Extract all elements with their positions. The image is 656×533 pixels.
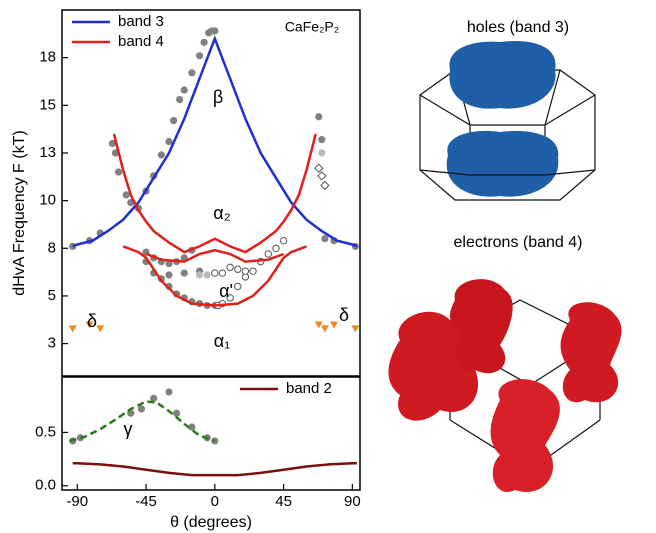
annotation: α' — [219, 281, 233, 301]
point — [181, 269, 188, 276]
annotation: γ — [124, 419, 133, 439]
point — [138, 405, 145, 412]
point — [235, 283, 241, 289]
point — [242, 268, 248, 274]
point — [96, 325, 104, 332]
point — [165, 138, 172, 145]
point — [173, 410, 180, 417]
point — [321, 325, 329, 332]
point — [318, 172, 326, 180]
point — [176, 96, 183, 103]
point — [188, 69, 195, 76]
point — [280, 237, 286, 243]
point — [212, 270, 218, 276]
figure: holes (band 3) electrons (band 4) 3 5 8 10 1… — [0, 0, 656, 533]
point — [196, 271, 203, 278]
point — [265, 251, 271, 257]
point — [235, 266, 241, 272]
x-tick-label: 45 — [275, 493, 292, 510]
legend-label: band 2 — [286, 380, 332, 397]
point — [318, 136, 325, 143]
top-frame — [62, 10, 360, 376]
point — [170, 117, 177, 124]
legend-label: band 4 — [118, 33, 164, 50]
point — [123, 191, 130, 198]
legend-label: band 3 — [118, 13, 164, 30]
y-tick-label: 8 — [48, 239, 56, 256]
point — [330, 322, 338, 329]
point — [69, 325, 77, 332]
y-tick-label: 15 — [39, 96, 56, 113]
annotation: δ — [339, 305, 349, 325]
annotation: α₂ — [213, 203, 230, 223]
x-axis-label: θ (degrees) — [170, 514, 252, 531]
image-label: electrons (band 4) — [454, 234, 583, 251]
point — [227, 264, 233, 270]
point — [315, 164, 323, 172]
annotation: β — [213, 87, 223, 107]
point — [315, 113, 322, 120]
x-tick-label: 0 — [211, 493, 219, 510]
point — [321, 181, 329, 189]
point — [211, 27, 218, 34]
point — [351, 325, 359, 332]
point — [158, 151, 165, 158]
point — [219, 270, 225, 276]
y-tick-label: 5 — [48, 287, 56, 304]
hole-surface — [420, 41, 595, 200]
x-tick-label: -45 — [135, 493, 157, 510]
image-label: holes (band 3) — [467, 19, 569, 36]
point — [115, 168, 122, 175]
point — [201, 39, 208, 46]
annotation: CaFe₂P₂ — [285, 19, 339, 35]
y-tick-label: 3 — [48, 335, 56, 352]
x-tick-label: 90 — [344, 493, 361, 510]
point — [250, 268, 256, 274]
electron-surface — [388, 279, 621, 492]
point — [273, 245, 279, 251]
y-tick-label: 10 — [39, 192, 56, 209]
point — [315, 322, 323, 329]
point — [181, 86, 188, 93]
y-tick-label: 13 — [39, 144, 56, 161]
series-line — [73, 463, 357, 475]
point — [321, 235, 328, 242]
y-tick-label: 0.5 — [35, 423, 56, 440]
y-tick-label: 0.0 — [35, 477, 56, 494]
point — [165, 388, 172, 395]
point — [204, 271, 211, 278]
y-axis-label: dHvA Frequency F (kT) — [11, 130, 28, 295]
x-tick-label: -90 — [66, 493, 88, 510]
point — [165, 271, 172, 278]
point — [196, 52, 203, 59]
annotation: δ — [87, 311, 97, 331]
y-tick-label: 18 — [39, 49, 56, 66]
annotation: α₁ — [214, 331, 230, 351]
point — [318, 149, 325, 156]
